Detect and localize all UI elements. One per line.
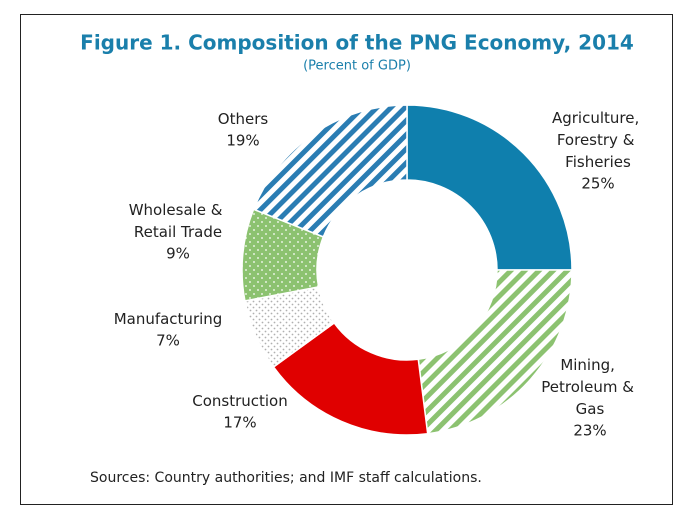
donut-slice [406,104,573,271]
category-label: Wholesale & Retail Trade [129,201,228,241]
category-label: Mining, Petroleum & Gas [541,356,638,418]
value-label: 25% [581,175,614,193]
donut-slice [252,104,408,238]
category-label: Agriculture, Forestry & Fisheries [552,109,644,171]
category-label: Manufacturing [114,310,223,328]
value-label: 17% [223,414,256,432]
category-label: Others [218,110,269,128]
category-label: Construction [192,392,288,410]
value-label: 7% [156,332,180,350]
value-label: 19% [226,132,259,150]
value-label: 9% [166,245,190,263]
value-label: 23% [573,422,606,440]
chart-subtitle: (Percent of GDP) [303,59,411,74]
chart-title: Figure 1. Composition of the PNG Economy… [80,31,634,55]
source-note: Sources: Country authorities; and IMF st… [90,470,482,486]
donut-slice [417,269,573,435]
